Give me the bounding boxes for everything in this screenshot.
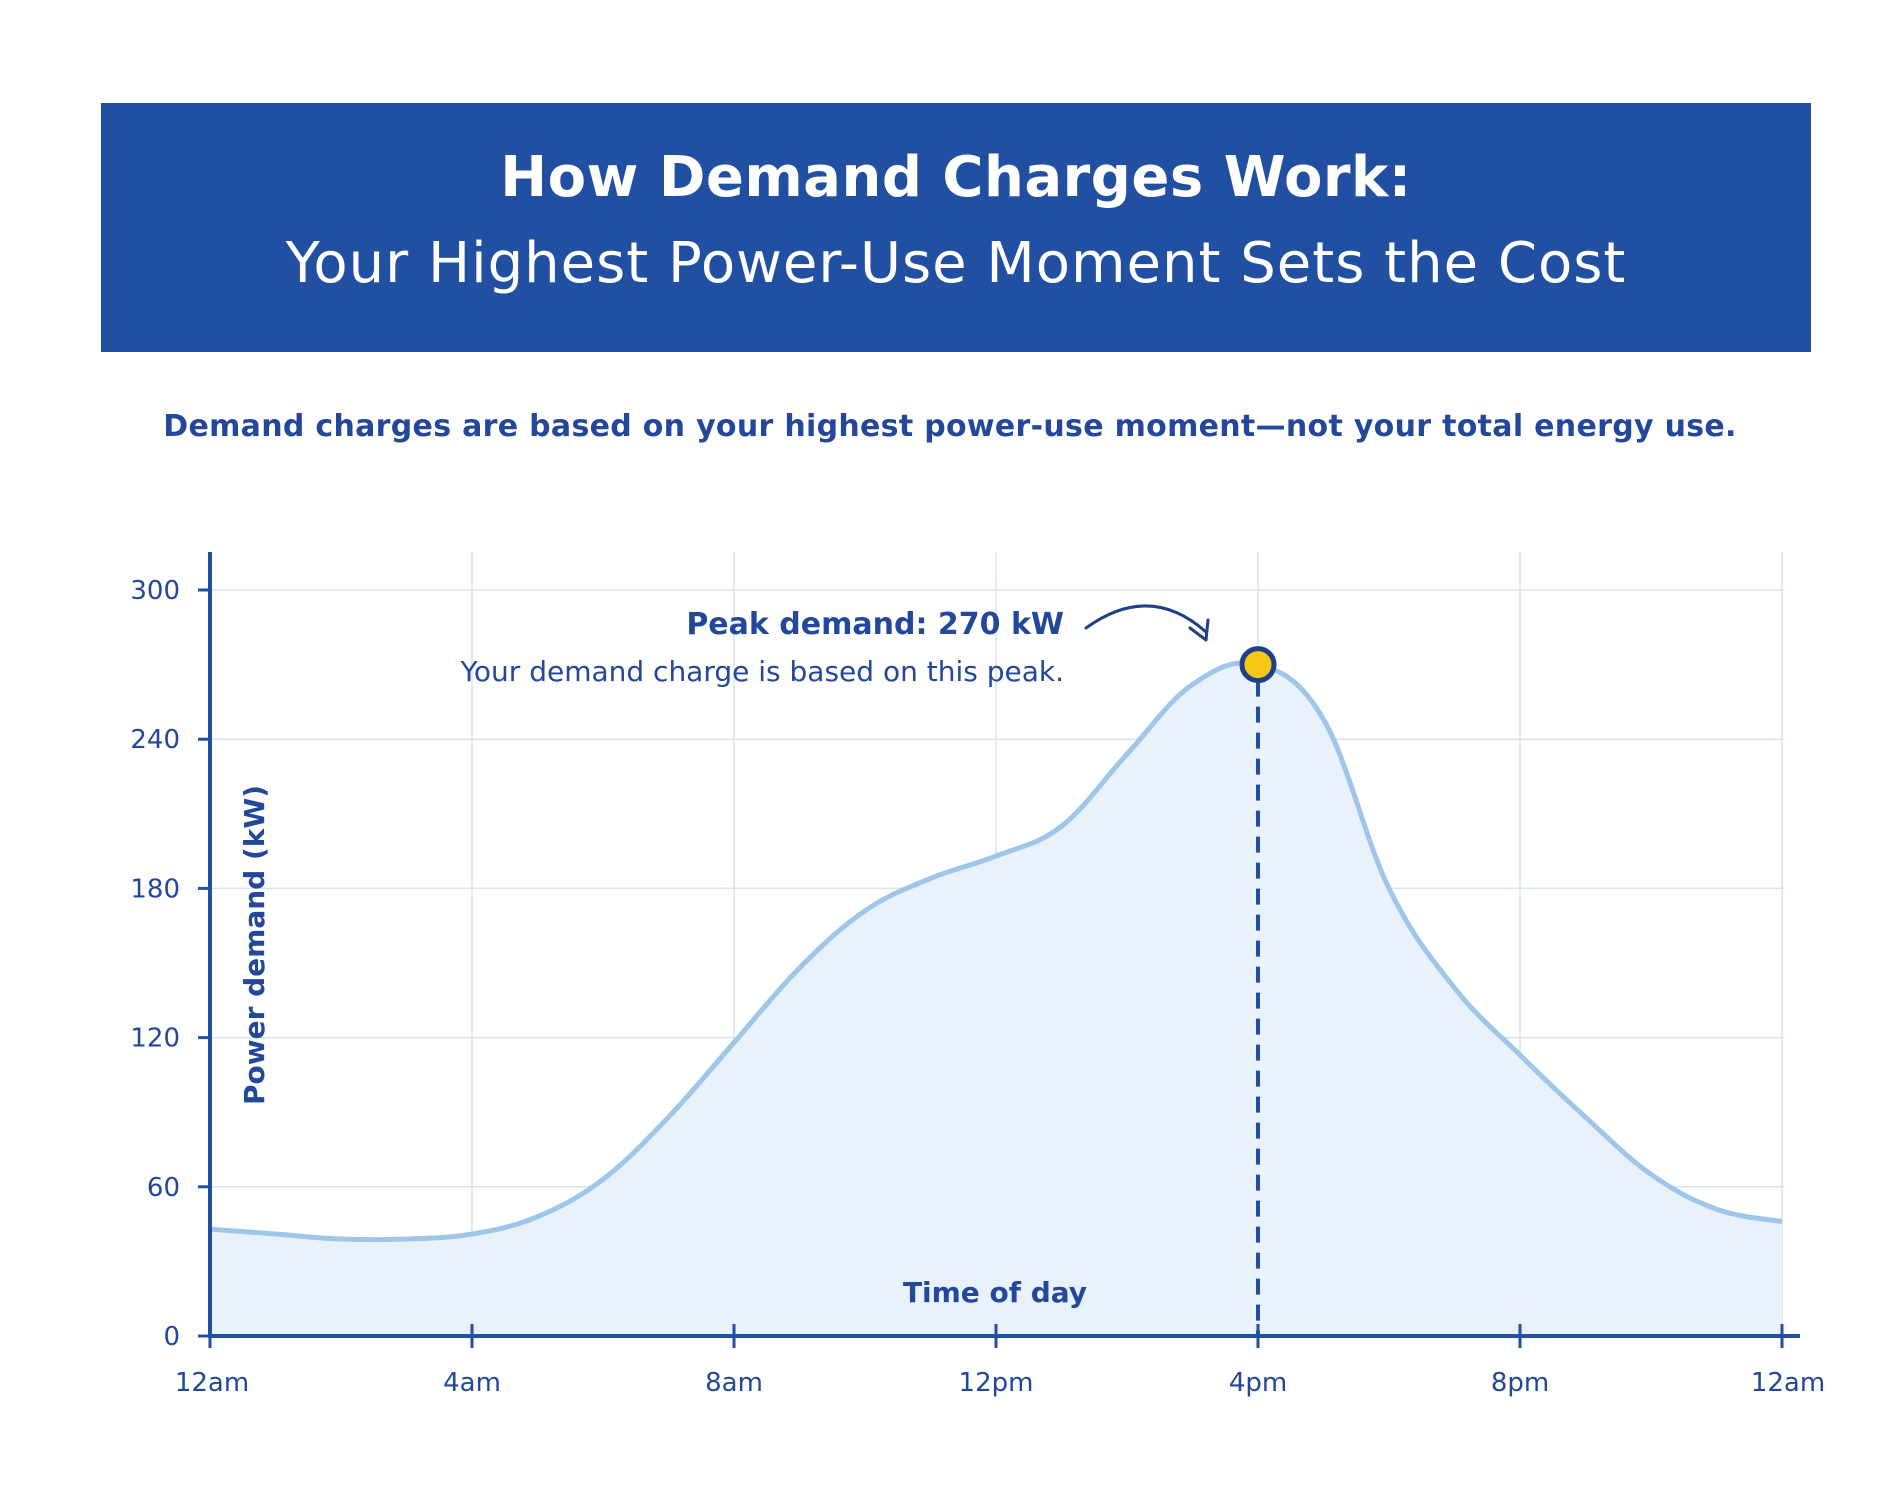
y-tick-label: 180 (130, 874, 180, 904)
y-tick-label: 60 (147, 1173, 180, 1203)
y-tick-label: 240 (130, 725, 180, 755)
peak-arrow (1084, 604, 1208, 634)
x-tick-label: 8pm (1491, 1368, 1549, 1398)
x-tick-label: 12am (1751, 1368, 1825, 1398)
y-axis-label: Power demand (kW) (238, 785, 271, 1105)
y-tick-label: 120 (130, 1024, 180, 1054)
x-tick-label: 4pm (1229, 1368, 1287, 1398)
x-tick-label: 8am (705, 1368, 763, 1398)
axes (198, 552, 1800, 1348)
peak-annotation: Peak demand: 270 kW Your demand charge is… (460, 604, 1277, 1336)
title-banner: How Demand Charges Work: Your Highest Po… (101, 103, 1811, 352)
y-tick-label: 300 (130, 576, 180, 606)
peak-note: Your demand charge is based on this peak… (460, 655, 1064, 688)
peak-arrow-head (1188, 618, 1210, 642)
x-tick-label: 12pm (959, 1368, 1034, 1398)
x-tick-label: 12am (175, 1368, 249, 1398)
y-tick-label: 0 (163, 1322, 180, 1352)
x-tick-label: 4am (443, 1368, 501, 1398)
labels: 0 60 120 180 240 300 12am 4am 8am 12pm 4pm 8pm 12am T… (130, 576, 1825, 1398)
demand-line (209, 660, 1783, 1243)
demand-area (210, 662, 1782, 1336)
intro-text: Demand charges are based on your highest… (163, 409, 1737, 444)
x-axis-label: Time of day (903, 1276, 1087, 1309)
page-subtitle: Your Highest Power-Use Moment Sets the C… (285, 231, 1627, 296)
peak-label: Peak demand: 270 kW (686, 607, 1064, 642)
peak-marker (1239, 646, 1277, 684)
page-title: How Demand Charges Work: (500, 145, 1412, 210)
